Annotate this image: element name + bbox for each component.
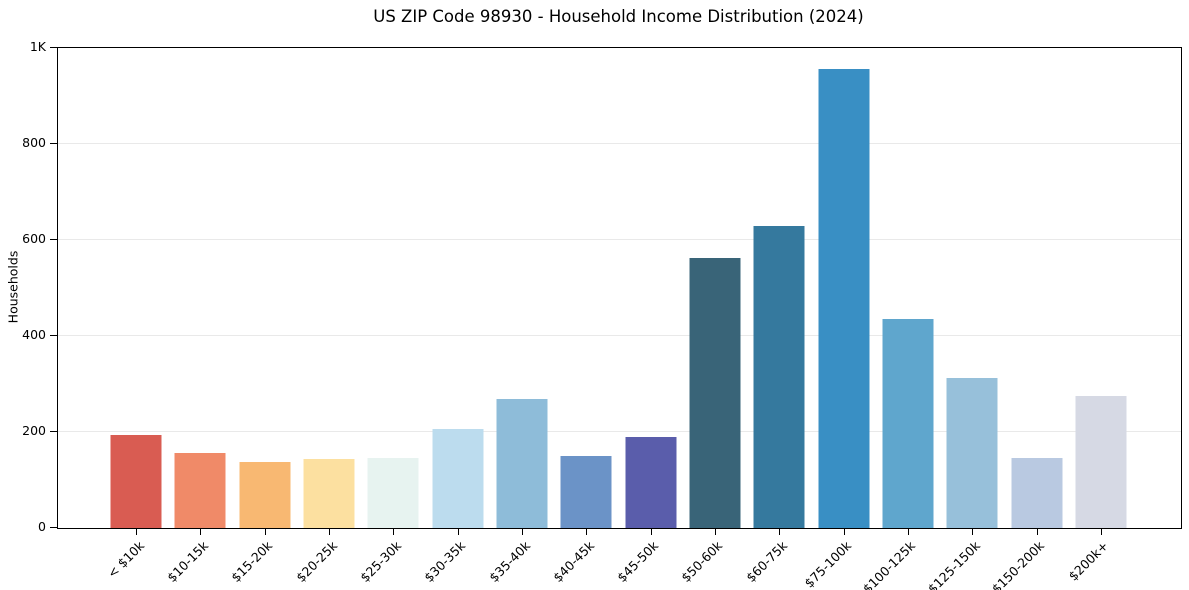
bar-$125-150k (946, 377, 998, 528)
x-tick-mark (200, 529, 202, 535)
category-slot: $20-25k (293, 48, 361, 585)
gridline-800 (58, 143, 1181, 144)
gridline-200 (58, 431, 1181, 432)
x-tick-label: $10-15k (164, 538, 212, 586)
y-tick-label: 400 (22, 327, 46, 342)
x-tick-mark (393, 529, 395, 535)
category-slot: $25-30k (357, 48, 425, 585)
bar-$40-45k (560, 456, 612, 528)
y-tick-label: 1K (29, 39, 46, 54)
bar-$15-20k (239, 462, 291, 528)
y-tick-label: 0 (38, 519, 46, 534)
bar-$30-35k (432, 428, 484, 528)
x-tick-label: $20-25k (292, 538, 340, 586)
x-tick-mark (779, 529, 781, 535)
y-tick-mark (50, 47, 57, 48)
x-tick-label: $40-45k (549, 538, 597, 586)
x-tick-mark (650, 529, 652, 535)
bar-$35-40k (496, 399, 548, 528)
x-tick-label: $50-60k (678, 538, 726, 586)
category-slot: $125-150k (925, 48, 1004, 590)
bar-$10-15k (174, 452, 226, 528)
x-tick-mark (1100, 529, 1102, 535)
x-tick-label: $75-100k (801, 538, 855, 590)
x-tick-mark (586, 529, 588, 535)
category-slot: $200k+ (1066, 48, 1133, 584)
plot-area: < $10k $10-15k $15-20k $20-25k $25-30k $30-35… (57, 47, 1182, 590)
y-tick-label: 600 (22, 231, 46, 246)
x-tick-label: $100-125k (860, 538, 919, 590)
x-tick-label: $200k+ (1065, 538, 1112, 584)
x-tick-label: $60-75k (742, 538, 790, 586)
x-tick-label: $35-40k (485, 538, 533, 586)
y-tick-label: 800 (22, 135, 46, 150)
bar-$45-50k (625, 437, 677, 528)
bar-$100-125k (882, 318, 934, 528)
category-slot: $40-45k (550, 48, 618, 585)
y-tick-mark (50, 431, 57, 432)
bar-$20-25k (303, 459, 355, 528)
x-tick-label: $45-50k (614, 538, 662, 586)
y-tick-mark (50, 335, 57, 336)
category-slot: $75-100k (802, 48, 875, 590)
bar-$60-75k (753, 226, 805, 528)
bar-$25-30k (367, 457, 419, 528)
category-slot: $60-75k (743, 48, 811, 585)
bars-row: < $10k $10-15k $15-20k $20-25k $25-30k $30-35… (58, 48, 1181, 590)
x-tick-label: $30-35k (421, 538, 469, 586)
y-tick-mark (50, 527, 57, 528)
bar-$200k+ (1075, 396, 1127, 528)
x-tick-mark (136, 529, 138, 535)
gridline-600 (58, 239, 1181, 240)
bar-$50-60k (689, 258, 741, 528)
x-tick-label: $125-150k (924, 538, 983, 590)
category-slot: $100-125k (860, 48, 940, 590)
bar-< $10k (110, 435, 162, 528)
category-slot: $10-15k (164, 48, 232, 585)
category-slot: $45-50k (614, 48, 683, 585)
gridline-400 (58, 335, 1181, 336)
category-slot: $150-200k (989, 48, 1068, 590)
y-tick-label: 200 (22, 423, 46, 438)
x-tick-label: $150-200k (988, 538, 1048, 590)
x-tick-mark (1036, 529, 1038, 535)
x-tick-mark (329, 529, 331, 535)
category-slot: $15-20k (228, 48, 297, 585)
bar-$75-100k (818, 69, 870, 528)
x-tick-mark (972, 529, 974, 535)
y-axis-label: Households (5, 250, 21, 324)
x-tick-label: $25-30k (356, 538, 405, 586)
y-tick-mark (50, 143, 57, 144)
category-slot: < $10k (104, 48, 168, 581)
y-tick-mark (50, 239, 57, 240)
x-tick-mark (714, 529, 716, 535)
x-tick-mark (843, 529, 845, 535)
x-tick-label: $15-20k (228, 538, 276, 586)
x-tick-mark (522, 529, 524, 535)
x-tick-mark (907, 529, 909, 535)
x-tick-mark (264, 529, 266, 535)
category-slot: $50-60k (679, 48, 747, 585)
category-slot: $30-35k (421, 48, 490, 585)
x-tick-label: < $10k (103, 538, 147, 581)
x-tick-mark (457, 529, 459, 535)
category-slot: $35-40k (486, 48, 554, 585)
bar-$150-200k (1011, 457, 1063, 528)
chart-title: US ZIP Code 98930 - Household Income Dis… (373, 7, 864, 26)
